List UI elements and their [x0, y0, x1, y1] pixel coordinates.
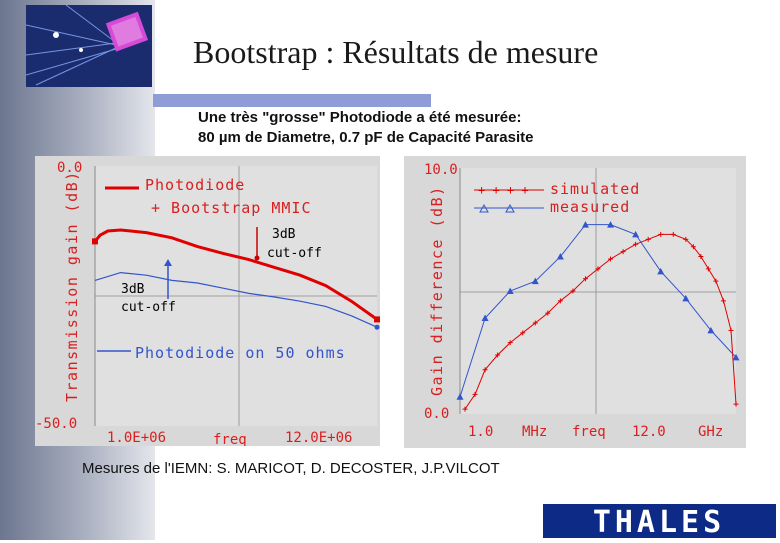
- transmission-gain-chart: Transmission gain (dB) 0.0 -50.0 1.0E+06…: [35, 156, 380, 446]
- legend-measured-text: measured: [550, 198, 630, 216]
- left-legend-line1: Photodiode: [145, 176, 245, 194]
- right-x-ghz-label: GHz: [698, 424, 723, 440]
- slide-title: Bootstrap : Résultats de mesure: [193, 34, 598, 71]
- right-ylabel: Gain difference (dB): [428, 185, 446, 396]
- left-x-left-label: 1.0E+06: [107, 430, 166, 446]
- right-chart-panel: Gain difference (dB) 10.0 0.0 1.0 MHz fr…: [404, 156, 746, 448]
- legend-simulated-text: simulated: [550, 180, 640, 198]
- measurement-credit: Mesures de l'IEMN: S. MARICOT, D. DECOST…: [82, 460, 500, 477]
- right-x-mhz-label: MHz: [522, 424, 547, 440]
- thales-logo: THALES: [543, 504, 776, 538]
- subtitle-line-1: Une très "grosse" Photodiode a été mesur…: [198, 109, 521, 126]
- right-y-top-label: 10.0: [424, 162, 458, 178]
- legend-simulated-marker: + + + +: [478, 183, 529, 197]
- right-x-12-label: 12.0: [632, 424, 666, 440]
- left-chart-panel: Transmission gain (dB) 0.0 -50.0 1.0E+06…: [35, 156, 380, 446]
- blue-end-marker: [375, 325, 380, 330]
- right-x-left-label: 1.0: [468, 424, 493, 440]
- red-cutoff-text2: cut-off: [267, 246, 322, 261]
- red-end-marker: [374, 316, 380, 322]
- left-x-right-label: 12.0E+06: [285, 430, 352, 446]
- left-x-mid-label: freq: [213, 432, 247, 446]
- circuit-logo-image: [26, 5, 152, 87]
- red-start-marker: [92, 238, 98, 244]
- thales-text: THALES: [593, 505, 725, 538]
- left-ylabel: Transmission gain (dB): [63, 170, 81, 402]
- title-accent-bar: [153, 94, 431, 107]
- gain-difference-chart: Gain difference (dB) 10.0 0.0 1.0 MHz fr…: [404, 156, 746, 448]
- subtitle-line-2: 80 µm de Diametre, 0.7 pF de Capacité Pa…: [198, 129, 533, 146]
- left-y-top-label: 0.0: [57, 160, 82, 176]
- blue-cutoff-text2: cut-off: [121, 300, 176, 315]
- right-x-freq-label: freq: [572, 424, 606, 440]
- blue-cutoff-text1: 3dB: [121, 282, 145, 297]
- thales-wordmark: THALES: [543, 504, 776, 538]
- left-y-bottom-label: -50.0: [35, 416, 77, 432]
- red-cutoff-text1: 3dB: [272, 227, 296, 242]
- left-bottom-legend: Photodiode on 50 ohms: [135, 344, 346, 362]
- left-legend-line2: + Bootstrap MMIC: [151, 199, 312, 217]
- red-cutoff-dot: [255, 256, 260, 261]
- right-y-bottom-label: 0.0: [424, 406, 449, 422]
